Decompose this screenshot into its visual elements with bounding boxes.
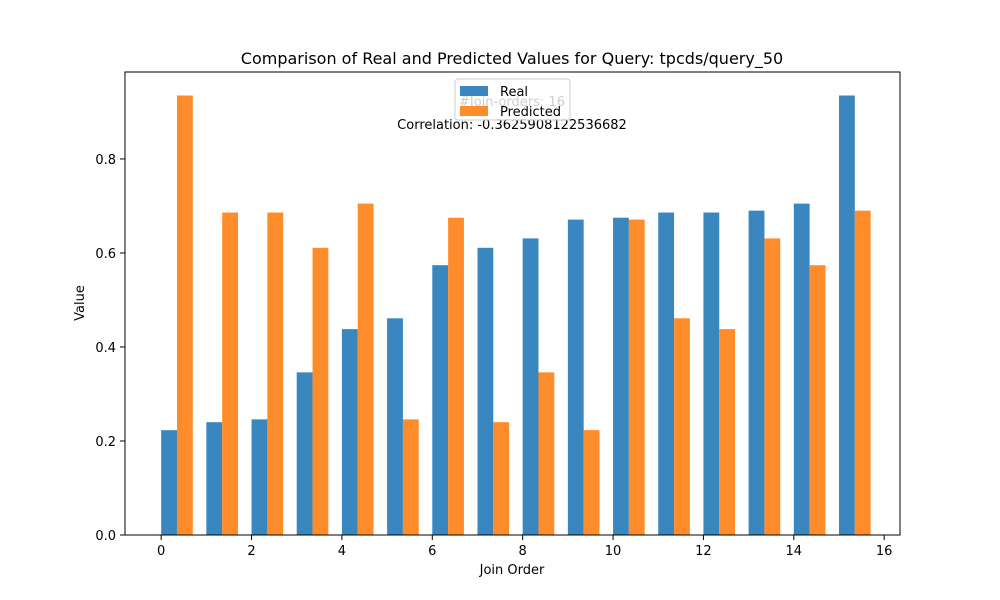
- plot-frame: [124, 71, 901, 536]
- x-tick-label: 12: [695, 544, 712, 559]
- bar-real-7: [477, 247, 494, 535]
- bar-real-3: [296, 372, 313, 535]
- bar-predicted-11: [674, 318, 690, 535]
- bar-predicted-4: [357, 203, 374, 536]
- x-tick-label: 0: [157, 544, 165, 559]
- bar-real-5: [387, 318, 403, 535]
- x-axis-label: Join Order: [479, 563, 545, 578]
- bar-predicted-7: [493, 422, 510, 535]
- x-tick-label: 6: [428, 544, 436, 559]
- bar-predicted-8: [538, 372, 555, 535]
- y-tick-label: 0.2: [95, 435, 116, 450]
- chart-title: Comparison of Real and Predicted Values …: [241, 49, 783, 69]
- y-axis-ticks: 0.0 0.2 0.4 0.6 0.8: [95, 153, 125, 544]
- bar-real-14: [793, 203, 810, 536]
- bar-real-8: [522, 238, 539, 536]
- bar-real-4: [341, 329, 358, 535]
- bar-predicted-12: [719, 329, 736, 535]
- bar-predicted-14: [809, 265, 826, 535]
- legend-label-real: Real: [500, 85, 528, 100]
- x-tick-label: 14: [786, 544, 803, 559]
- bar-real-9: [567, 219, 584, 535]
- y-axis-label: Value: [73, 285, 88, 321]
- bars-group: [161, 95, 871, 536]
- bar-predicted-0: [176, 95, 193, 536]
- bar-predicted-13: [764, 238, 781, 536]
- bar-real-2: [251, 419, 268, 535]
- y-tick-label: 0.4: [95, 341, 116, 356]
- x-tick-label: 16: [876, 544, 893, 559]
- bar-predicted-6: [448, 217, 464, 535]
- bar-predicted-5: [402, 419, 419, 535]
- bar-real-0: [161, 430, 177, 535]
- x-tick-label: 10: [605, 544, 622, 559]
- y-tick-label: 0.8: [95, 153, 116, 168]
- x-tick-label: 2: [247, 544, 255, 559]
- y-tick-label: 0.6: [95, 247, 116, 262]
- bar-real-13: [748, 210, 765, 535]
- y-tick-label: 0.0: [95, 529, 116, 544]
- bar-real-11: [658, 212, 675, 536]
- x-tick-label: 4: [338, 544, 346, 559]
- bar-predicted-10: [628, 219, 645, 535]
- bar-predicted-2: [267, 212, 284, 536]
- bar-real-10: [613, 217, 629, 535]
- legend: Real Predicted: [454, 78, 571, 121]
- x-tick-label: 8: [519, 544, 527, 559]
- bar-real-1: [206, 422, 223, 535]
- bar-real-6: [432, 265, 449, 535]
- x-axis-ticks: 0 2 4 6 8 10 12 14 16: [157, 535, 892, 559]
- bar-predicted-9: [583, 430, 600, 535]
- bar-real-15: [838, 95, 855, 536]
- bar-real-12: [703, 212, 720, 536]
- legend-label-predicted: Predicted: [500, 105, 561, 120]
- legend-swatch-predicted: [460, 106, 488, 116]
- annotation-correlation: Correlation: -0.3625908122536682: [397, 118, 627, 133]
- bar-predicted-1: [222, 212, 238, 536]
- legend-swatch-real: [460, 86, 488, 96]
- bar-predicted-3: [312, 247, 329, 535]
- bar-predicted-15: [854, 210, 871, 535]
